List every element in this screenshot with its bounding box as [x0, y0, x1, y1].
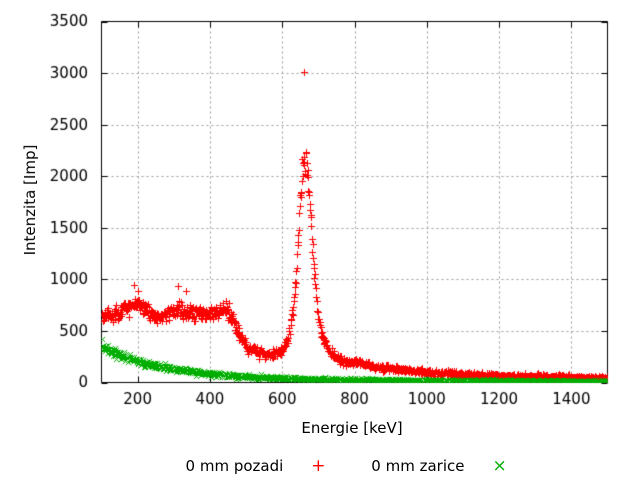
legend-entry-zarice: 0 mm zarice ×	[371, 457, 506, 475]
x-axis-label: Energie [keV]	[301, 419, 403, 437]
legend-label-zarice: 0 mm zarice	[371, 457, 465, 475]
legend-label-pozadi: 0 mm pozadi	[185, 457, 284, 475]
plus-marker-icon: +	[311, 455, 326, 476]
legend-entry-pozadi: 0 mm pozadi +	[186, 457, 326, 475]
legend: 0 mm pozadi + 0 mm zarice ×	[186, 457, 507, 475]
cross-marker-icon: ×	[492, 455, 507, 476]
y-axis-label: Intenzita [Imp]	[21, 144, 39, 256]
